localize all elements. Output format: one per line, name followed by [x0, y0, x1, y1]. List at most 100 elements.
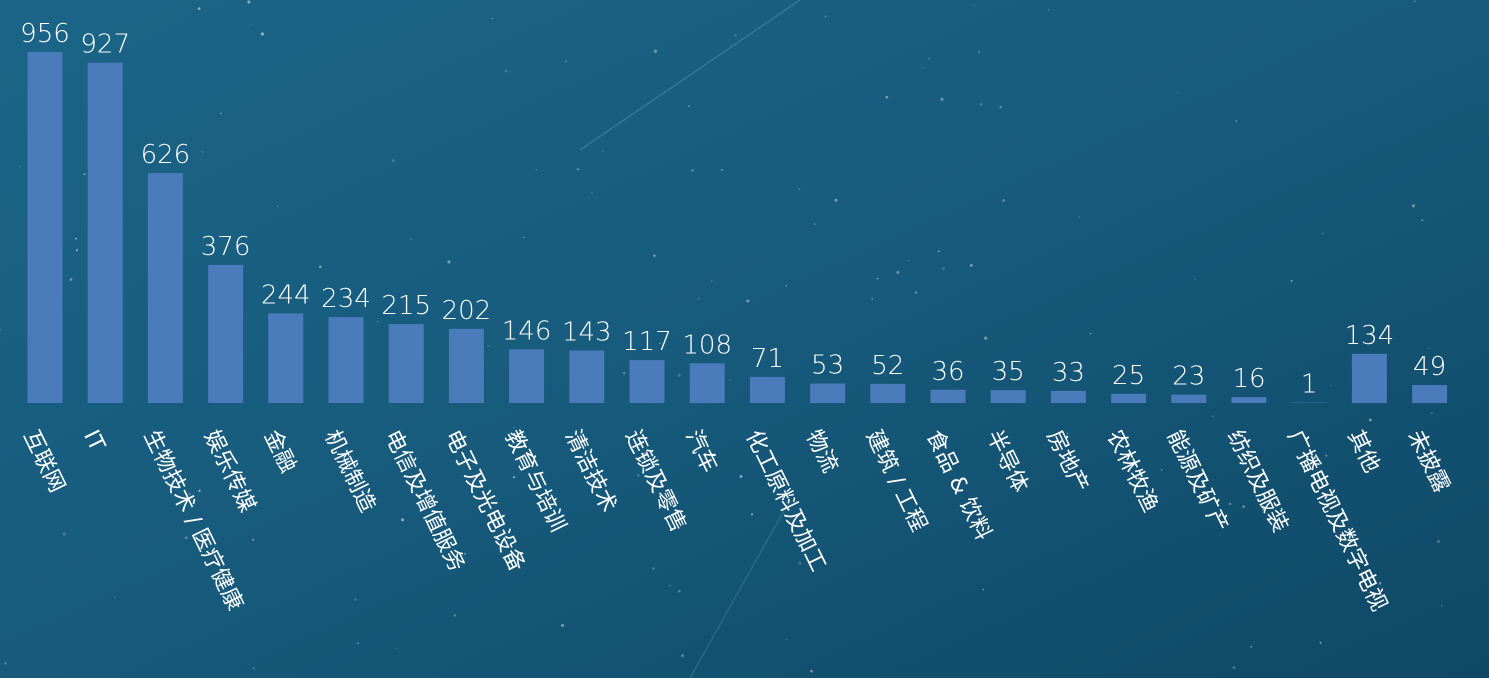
star [187, 492, 192, 496]
value-label: 16 [1232, 364, 1265, 394]
star [711, 280, 713, 282]
value-label: 71 [751, 344, 784, 374]
star [734, 34, 737, 37]
star [276, 205, 279, 207]
star [750, 513, 754, 516]
star [319, 265, 322, 269]
star [984, 336, 988, 340]
star [184, 536, 188, 540]
star [653, 254, 656, 257]
star [513, 426, 515, 429]
star [561, 623, 564, 627]
star [453, 614, 457, 617]
star [252, 667, 255, 670]
star [447, 260, 451, 264]
bar [990, 390, 1026, 403]
bar [870, 383, 906, 403]
star [201, 150, 204, 153]
value-label: 108 [682, 330, 732, 360]
value-label: 35 [992, 357, 1025, 387]
star [940, 97, 944, 101]
value-label: 376 [201, 232, 251, 262]
bar [1111, 393, 1147, 403]
star [671, 499, 674, 502]
star [1411, 204, 1416, 208]
star [1078, 216, 1080, 218]
star [834, 198, 838, 202]
star [729, 379, 731, 381]
star [0, 329, 2, 332]
value-label: 134 [1345, 321, 1395, 351]
star [999, 105, 1002, 109]
bar [328, 317, 364, 403]
star [376, 320, 379, 323]
star [1089, 332, 1092, 335]
star [746, 299, 750, 303]
star [576, 168, 579, 171]
bar [689, 363, 725, 403]
star [1235, 119, 1238, 122]
value-label: 234 [321, 284, 371, 314]
star [637, 473, 640, 477]
bar [749, 376, 785, 403]
star [785, 638, 788, 641]
value-label: 927 [80, 30, 130, 60]
star [4, 662, 7, 665]
star [937, 250, 940, 253]
star [464, 552, 467, 555]
star [251, 538, 255, 541]
star [896, 270, 900, 274]
bar [388, 324, 424, 403]
bar [930, 389, 966, 403]
star [198, 489, 201, 493]
star [354, 598, 357, 601]
star [491, 17, 493, 20]
star [785, 285, 788, 287]
star [798, 561, 802, 565]
star [1413, 0, 1416, 3]
star [977, 50, 981, 54]
value-label: 956 [20, 19, 70, 49]
star [247, 0, 251, 4]
bar [810, 383, 846, 403]
star [652, 567, 655, 570]
star [69, 278, 73, 281]
star [813, 223, 816, 225]
star [1378, 581, 1382, 585]
star [357, 642, 359, 645]
value-label: 23 [1172, 362, 1205, 392]
bar [208, 264, 244, 403]
star [907, 259, 910, 262]
bar [1412, 385, 1448, 403]
value-label: 52 [871, 351, 904, 381]
star [410, 238, 413, 241]
star [973, 4, 976, 6]
star [810, 669, 813, 673]
bar [1231, 397, 1267, 403]
star [798, 188, 801, 191]
star [74, 237, 77, 240]
value-label: 244 [261, 280, 311, 310]
star [824, 15, 827, 18]
star [697, 297, 700, 300]
bar [147, 173, 183, 403]
star [1330, 384, 1333, 387]
star [512, 475, 516, 479]
star [19, 165, 21, 168]
star [591, 191, 593, 194]
star [642, 452, 646, 457]
star [969, 263, 973, 267]
value-label: 626 [141, 140, 191, 170]
value-label: 49 [1413, 352, 1446, 382]
star [1261, 507, 1265, 511]
value-label: 215 [381, 291, 431, 321]
star [885, 95, 889, 99]
star [260, 32, 264, 36]
star [687, 105, 691, 108]
star [564, 60, 568, 63]
star [487, 345, 489, 347]
star [1232, 666, 1236, 669]
star [1194, 278, 1196, 281]
